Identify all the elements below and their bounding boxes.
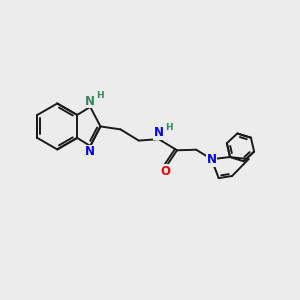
Text: H: H — [165, 123, 173, 132]
Text: O: O — [160, 165, 170, 178]
Text: N: N — [154, 126, 164, 139]
Text: H: H — [96, 91, 104, 100]
Text: N: N — [85, 146, 95, 158]
Text: N: N — [85, 94, 95, 107]
Text: N: N — [206, 153, 217, 166]
